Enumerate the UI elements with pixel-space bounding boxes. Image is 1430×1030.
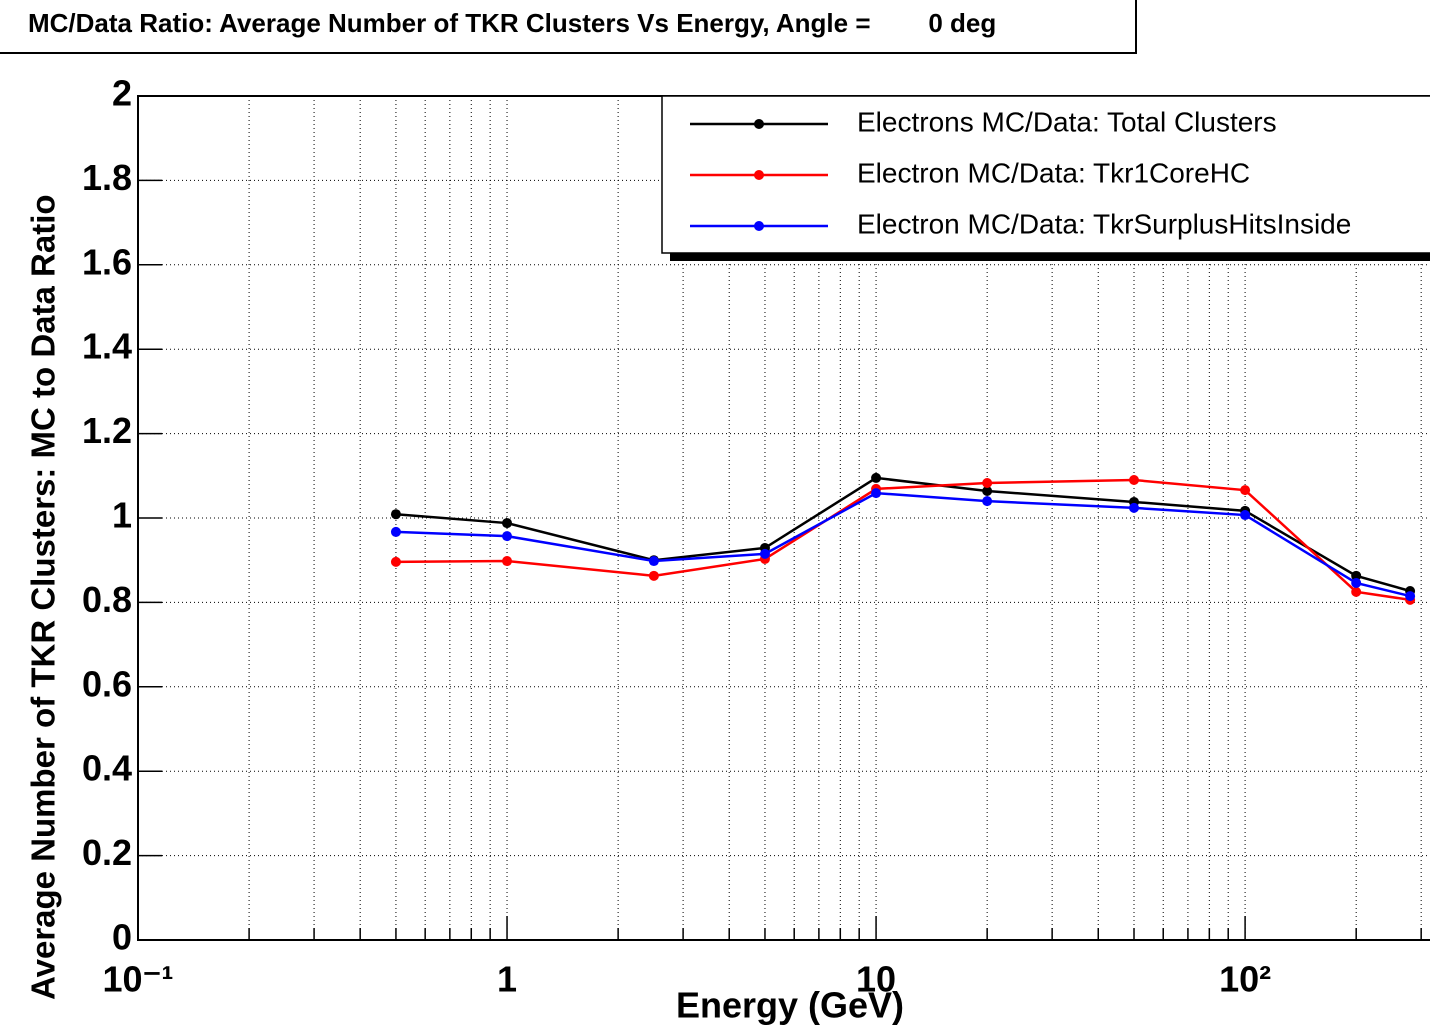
- data-point: [502, 531, 513, 542]
- data-point: [1351, 586, 1362, 597]
- x-tick-label: 10: [856, 959, 896, 1000]
- y-tick-label: 0.8: [82, 579, 132, 620]
- y-tick-label: 0.4: [82, 748, 132, 789]
- data-point: [502, 518, 513, 529]
- data-point: [759, 548, 770, 559]
- data-point: [1129, 475, 1140, 486]
- legend-label: Electron MC/Data: Tkr1CoreHC: [857, 157, 1250, 188]
- x-axis-label: Energy (GeV): [676, 985, 904, 1026]
- series-line: [395, 491, 1411, 598]
- x-tick-label: 10⁻¹: [102, 959, 173, 1000]
- y-tick-label: 1.8: [82, 157, 132, 198]
- legend: Electrons MC/Data: Total Clusters Electro…: [661, 95, 1430, 261]
- data-point: [982, 496, 993, 507]
- y-tick-label: 1: [112, 495, 132, 536]
- y-tick-label: 1.2: [82, 410, 132, 451]
- y-tick-label: 1.4: [82, 326, 132, 367]
- chart-title: MC/Data Ratio: Average Number of TKR Clu…: [28, 8, 996, 38]
- y-tick-label: 1.6: [82, 241, 132, 282]
- series-line: [395, 478, 1411, 602]
- data-point: [502, 556, 513, 567]
- data-point: [648, 570, 659, 581]
- legend-label: Electrons MC/Data: Total Clusters: [857, 106, 1277, 137]
- data-point: [871, 488, 882, 499]
- data-point: [390, 509, 401, 520]
- y-axis-label: Average Number of TKR Clusters: MC to Da…: [25, 194, 62, 1000]
- y-tick-label: 0.6: [82, 663, 132, 704]
- x-tick-label: 1: [497, 959, 517, 1000]
- title-box: [0, 0, 1137, 54]
- y-tick-label: 0.2: [82, 832, 132, 873]
- data-point: [871, 472, 882, 483]
- y-tick-label: 2: [112, 73, 132, 114]
- data-point: [1405, 591, 1416, 602]
- data-point: [390, 526, 401, 537]
- data-point: [648, 556, 659, 567]
- series-line: [395, 476, 1411, 593]
- data-point: [982, 485, 993, 496]
- data-point: [1351, 577, 1362, 588]
- data-point: [1240, 485, 1251, 496]
- data-point: [390, 556, 401, 567]
- y-tick-label: 0: [112, 917, 132, 958]
- legend-marker: [754, 119, 764, 129]
- legend-marker: [754, 170, 764, 180]
- data-point: [982, 477, 993, 488]
- data-point: [1129, 502, 1140, 513]
- legend-marker: [754, 221, 764, 231]
- legend-label: Electron MC/Data: TkrSurplusHitsInside: [857, 208, 1351, 239]
- data-point: [1351, 570, 1362, 581]
- x-tick-label: 10²: [1219, 959, 1271, 1000]
- data-point: [1240, 510, 1251, 521]
